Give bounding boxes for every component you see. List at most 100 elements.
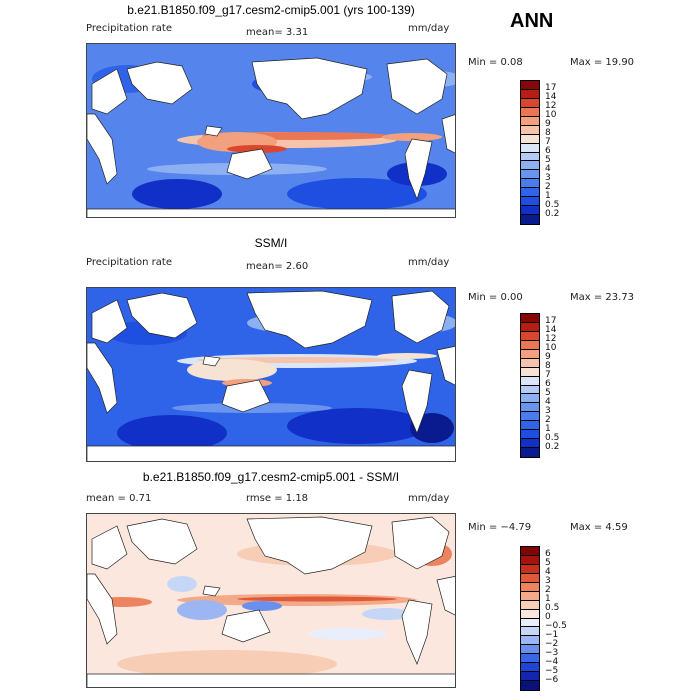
panel2-map-svg xyxy=(87,288,455,461)
panel1-units-label: mm/day xyxy=(408,23,450,34)
colorbar-tick-label: −3 xyxy=(545,647,559,658)
panel2-title: SSM/I xyxy=(254,236,288,250)
colorbar-tick-label: 1 xyxy=(545,594,551,605)
colorbar-tick-label: 12 xyxy=(545,101,557,112)
colorbar-tick-label: 4 xyxy=(545,567,551,578)
colorbar-tick-label: 0 xyxy=(545,612,551,622)
colorbar-swatch xyxy=(521,367,539,377)
panel3-map-svg xyxy=(87,514,455,687)
colorbar-tick-label: −2 xyxy=(545,638,559,649)
colorbar-swatch xyxy=(521,421,539,431)
colorbar-swatch xyxy=(521,591,539,601)
panel3-colorbar xyxy=(520,546,540,691)
colorbar-tick-label: 0.2 xyxy=(545,441,560,452)
colorbar-tick-label: 0.5 xyxy=(545,432,560,443)
colorbar-tick-label: 8 xyxy=(545,128,551,139)
colorbar-swatch xyxy=(521,564,539,574)
colorbar-swatch xyxy=(521,672,539,682)
colorbar-swatch xyxy=(521,636,539,646)
colorbar-tick-label: −4 xyxy=(545,656,559,667)
colorbar-tick-label: 17 xyxy=(545,316,557,327)
colorbar-swatch xyxy=(521,314,539,323)
colorbar-tick-label: 6 xyxy=(545,379,551,389)
colorbar-swatch xyxy=(521,215,539,224)
colorbar-tick-label: −0.5 xyxy=(545,620,567,631)
colorbar-tick-label: 5 xyxy=(545,154,551,165)
colorbar-swatch xyxy=(521,618,539,628)
panel2-min-label: Min = 0.00 xyxy=(468,292,523,303)
colorbar-tick-label: 14 xyxy=(545,92,557,103)
colorbar-swatch xyxy=(521,152,539,162)
colorbar-swatch xyxy=(521,385,539,395)
colorbar-swatch xyxy=(521,340,539,350)
panel1-max-label: Max = 19.90 xyxy=(570,57,635,68)
colorbar-swatch xyxy=(521,430,539,440)
colorbar-swatch xyxy=(521,645,539,655)
panel1-mean-label: mean= 3.31 xyxy=(246,27,309,38)
colorbar-swatch xyxy=(521,134,539,144)
colorbar-tick-label: 9 xyxy=(545,119,551,130)
colorbar-swatch xyxy=(521,206,539,216)
colorbar-swatch xyxy=(521,394,539,404)
colorbar-swatch xyxy=(521,143,539,153)
colorbar-tick-label: −1 xyxy=(545,629,559,640)
panel3-map xyxy=(86,513,456,688)
colorbar-swatch xyxy=(521,627,539,637)
colorbar-tick-label: 17 xyxy=(545,83,557,94)
colorbar-tick-label: 9 xyxy=(545,352,551,363)
colorbar-swatch xyxy=(521,376,539,386)
colorbar-tick-label: 2 xyxy=(545,414,551,425)
colorbar-tick-label: 1 xyxy=(545,190,551,201)
colorbar-swatch xyxy=(521,197,539,207)
colorbar-tick-label: 2 xyxy=(545,585,551,596)
colorbar-swatch xyxy=(521,654,539,664)
colorbar-swatch xyxy=(521,81,539,90)
colorbar-swatch xyxy=(521,107,539,117)
colorbar-swatch xyxy=(521,358,539,368)
panel2-units-label: mm/day xyxy=(408,257,450,268)
colorbar-tick-label: 5 xyxy=(545,387,551,398)
panel2-map xyxy=(86,287,456,462)
colorbar-swatch xyxy=(521,448,539,457)
colorbar-swatch xyxy=(521,188,539,198)
colorbar-swatch xyxy=(521,582,539,592)
colorbar-swatch xyxy=(521,681,539,690)
colorbar-tick-label: 6 xyxy=(545,549,551,560)
panel1-colorbar xyxy=(520,80,540,225)
colorbar-swatch xyxy=(521,663,539,673)
panel3-mean-label: mean = 0.71 xyxy=(86,493,152,504)
colorbar-swatch xyxy=(521,322,539,332)
panel2-colorbar xyxy=(520,313,540,458)
panel2-variable-label: Precipitation rate xyxy=(86,257,172,268)
colorbar-tick-label: 12 xyxy=(545,334,557,345)
colorbar-tick-label: 3 xyxy=(545,576,551,587)
colorbar-tick-label: 0.5 xyxy=(545,199,560,210)
colorbar-swatch xyxy=(521,98,539,108)
colorbar-tick-label: 10 xyxy=(545,343,557,354)
colorbar-tick-label: 10 xyxy=(545,110,557,121)
colorbar-swatch xyxy=(521,179,539,189)
season-label: ANN xyxy=(510,10,554,32)
colorbar-tick-label: 8 xyxy=(545,361,551,372)
colorbar-tick-label: 0.5 xyxy=(545,603,560,614)
colorbar-tick-label: 1 xyxy=(545,423,551,434)
colorbar-tick-label: 6 xyxy=(545,146,551,156)
colorbar-swatch xyxy=(521,573,539,583)
panel1-title: b.e21.B1850.f09_g17.cesm2-cmip5.001 (yrs… xyxy=(127,3,415,17)
panel2-max-label: Max = 23.73 xyxy=(570,292,635,303)
panel2-mean-label: mean= 2.60 xyxy=(246,261,309,272)
colorbar-swatch xyxy=(521,89,539,99)
panel1-variable-label: Precipitation rate xyxy=(86,23,172,34)
colorbar-swatch xyxy=(521,555,539,565)
colorbar-tick-label: 5 xyxy=(545,558,551,569)
panel3-units-label: mm/day xyxy=(408,493,450,504)
colorbar-swatch xyxy=(521,331,539,341)
colorbar-tick-label: 7 xyxy=(545,137,551,148)
colorbar-tick-label: 14 xyxy=(545,325,557,336)
panel3-rmse-label: rmse = 1.18 xyxy=(246,493,309,504)
colorbar-tick-label: 3 xyxy=(545,172,551,183)
colorbar-swatch xyxy=(521,439,539,449)
panel1-min-label: Min = 0.08 xyxy=(468,57,523,68)
colorbar-tick-label: 3 xyxy=(545,405,551,416)
panel3-title: b.e21.B1850.f09_g17.cesm2-cmip5.001 - SS… xyxy=(142,470,400,484)
